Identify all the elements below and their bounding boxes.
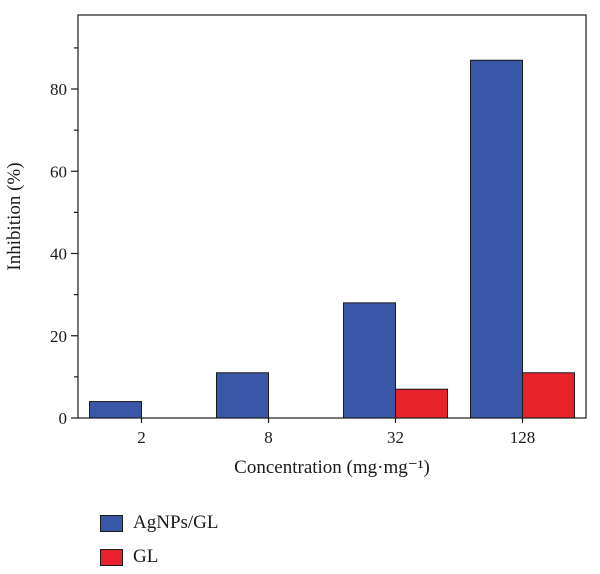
- legend-label-gl: GL: [133, 546, 159, 567]
- axes: [77, 14, 587, 419]
- y-tick-label: 60: [50, 162, 67, 181]
- bar-gl-32: [395, 388, 448, 419]
- legend-item-gl: GL: [100, 540, 219, 574]
- y-tick-label: 80: [50, 80, 67, 99]
- bars: [89, 59, 575, 419]
- legend: AgNPs/GL GL: [100, 506, 219, 574]
- bar-chart: 0 20 40 60 80 2 8 32 128 Concentration (mg·mg⁻¹…: [4, 14, 587, 478]
- y-tick-label: 20: [50, 327, 67, 346]
- legend-swatch-agnps-gl: [100, 514, 123, 532]
- legend-item-agnps-gl: AgNPs/GL: [100, 506, 219, 540]
- bar-agnps-gl-2: [89, 401, 142, 419]
- x-tick-label: 32: [387, 428, 404, 447]
- y-tick-label: 40: [50, 245, 67, 264]
- plot-frame: [77, 14, 587, 419]
- bar-gl-128: [522, 372, 575, 419]
- x-axis-title: Concentration (mg·mg⁻¹): [234, 457, 430, 478]
- legend-swatch-gl: [100, 548, 123, 566]
- x-tick-label: 2: [137, 428, 146, 447]
- x-tick-label: 8: [264, 428, 273, 447]
- y-tick-label: 0: [59, 409, 68, 428]
- y-axis-title: Inhibition (%): [4, 162, 25, 270]
- x-axis-ticks: 2 8 32 128: [137, 418, 535, 447]
- y-axis-ticks: 0 20 40 60 80: [50, 47, 78, 428]
- bar-agnps-gl-32: [343, 302, 396, 419]
- bar-agnps-gl-128: [470, 59, 523, 419]
- x-tick-label: 128: [510, 428, 536, 447]
- bar-agnps-gl-8: [216, 372, 269, 419]
- legend-label-agnps-gl: AgNPs/GL: [133, 512, 219, 533]
